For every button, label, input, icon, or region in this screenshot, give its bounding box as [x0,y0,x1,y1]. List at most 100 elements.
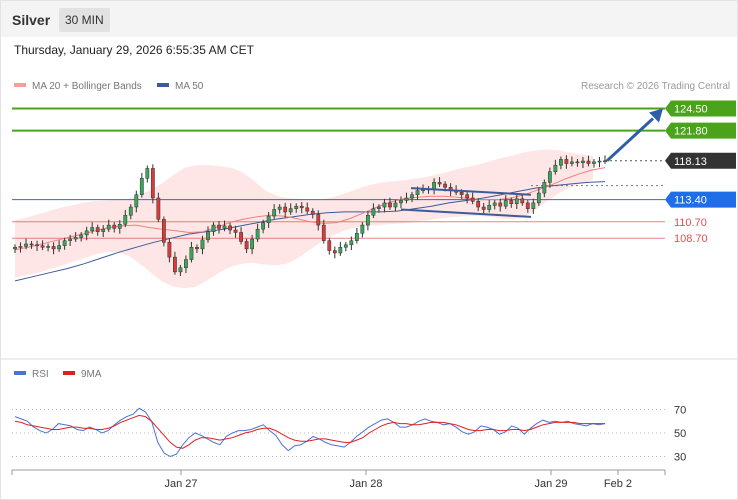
candle-body [29,243,34,246]
candle-body [161,219,166,243]
candle-body [13,246,17,250]
candle-body [24,243,28,247]
candle-body [272,209,277,217]
x-tick-label: Feb 2 [604,478,632,490]
candle-body [492,202,497,206]
candle-body [603,160,607,163]
level-124-50-tag [665,100,736,117]
level-113-40-tag [665,191,736,208]
candle-body [338,246,343,254]
legend-swatch-ma50 [157,83,169,88]
candle-body [520,198,525,204]
candle-body [404,197,409,201]
instrument-title: Silver [12,12,51,28]
candle-body [465,194,470,199]
candle-body [255,228,260,240]
channel-lower-line [400,208,532,218]
candle-body [558,159,563,166]
candle-body [393,202,398,208]
timeframe-badge[interactable]: 30 MIN [59,8,110,32]
candle-body [261,222,266,230]
candle-body [178,267,183,273]
legend-swatch-rsi [14,371,26,376]
candle-body [294,205,299,209]
x-tick-label: Jan 29 [534,478,567,490]
rsi-tick-30: 30 [674,452,686,464]
candle-body [167,242,172,258]
legend-ma50: MA 50 [157,81,203,92]
candle-body [354,233,359,241]
level-121-80-label: 121.80 [674,126,708,138]
candle-body [95,227,100,232]
candle-body [498,202,503,207]
candle-body [421,189,425,192]
candle-body [592,161,596,164]
legend-swatch-rsi-ma [63,371,75,376]
candle-body [586,160,591,164]
candle-body [382,202,387,208]
header-bar: Silver 30 MIN [1,1,737,37]
candle-body [443,183,447,188]
candle-body [349,240,354,246]
candle-body [73,237,78,240]
legend-label-ma50: MA 50 [175,81,204,92]
candle-body [57,245,62,250]
level-121-80-tag [665,122,736,139]
legend-swatch-ma20 [14,83,26,88]
candle-body [377,206,381,209]
candle-body [173,256,177,273]
legend-label-rsi-ma: 9MA [81,369,102,380]
candle-body [139,178,144,195]
rsi-ma-line [14,414,605,449]
candle-body [150,168,155,199]
candle-body [476,201,481,208]
level-124-50-label: 124.50 [674,104,708,116]
candle-body [410,194,414,199]
candle-body [399,200,403,204]
legend-rsi: RSI [14,369,49,380]
candle-body [305,207,310,212]
rsi-line [14,407,606,458]
level-108-70-label: 108.70 [674,233,708,245]
candle-body [514,198,519,204]
candle-body [360,224,365,234]
candle-body [432,182,436,190]
candle-body [40,245,45,248]
candle-body [597,160,602,163]
level-113-40-label: 113.40 [674,195,707,207]
candle-body [321,224,326,241]
candle-body [542,182,547,194]
candle-body [531,202,536,209]
candle-body [51,246,56,250]
candle-body [79,234,84,238]
candle-body [581,160,585,163]
candle-body [299,205,304,209]
candle-body [62,240,67,246]
rsi-tick-50: 50 [674,428,686,440]
candle-body [206,231,210,241]
x-tick-label: Jan 28 [349,478,382,490]
candle-body [244,241,249,250]
candle-body [371,208,376,216]
candle-body [128,206,133,216]
candle-body [283,206,288,213]
target-arrow-head [649,108,663,123]
candle-body [123,214,128,225]
candle-body [101,228,106,232]
candle-body [189,246,194,260]
target-arrow-line [605,117,655,162]
candle-body [35,244,39,247]
candle-body [184,259,188,269]
candle-body [90,227,95,232]
candle-body [68,238,73,241]
candle-body [84,230,89,236]
candle-body [487,205,492,210]
candle-body [46,246,50,248]
candle-body [437,182,442,185]
bollinger-band [15,149,593,289]
candle-body [195,246,199,250]
candle-body [316,214,321,226]
candle-body [106,224,111,230]
